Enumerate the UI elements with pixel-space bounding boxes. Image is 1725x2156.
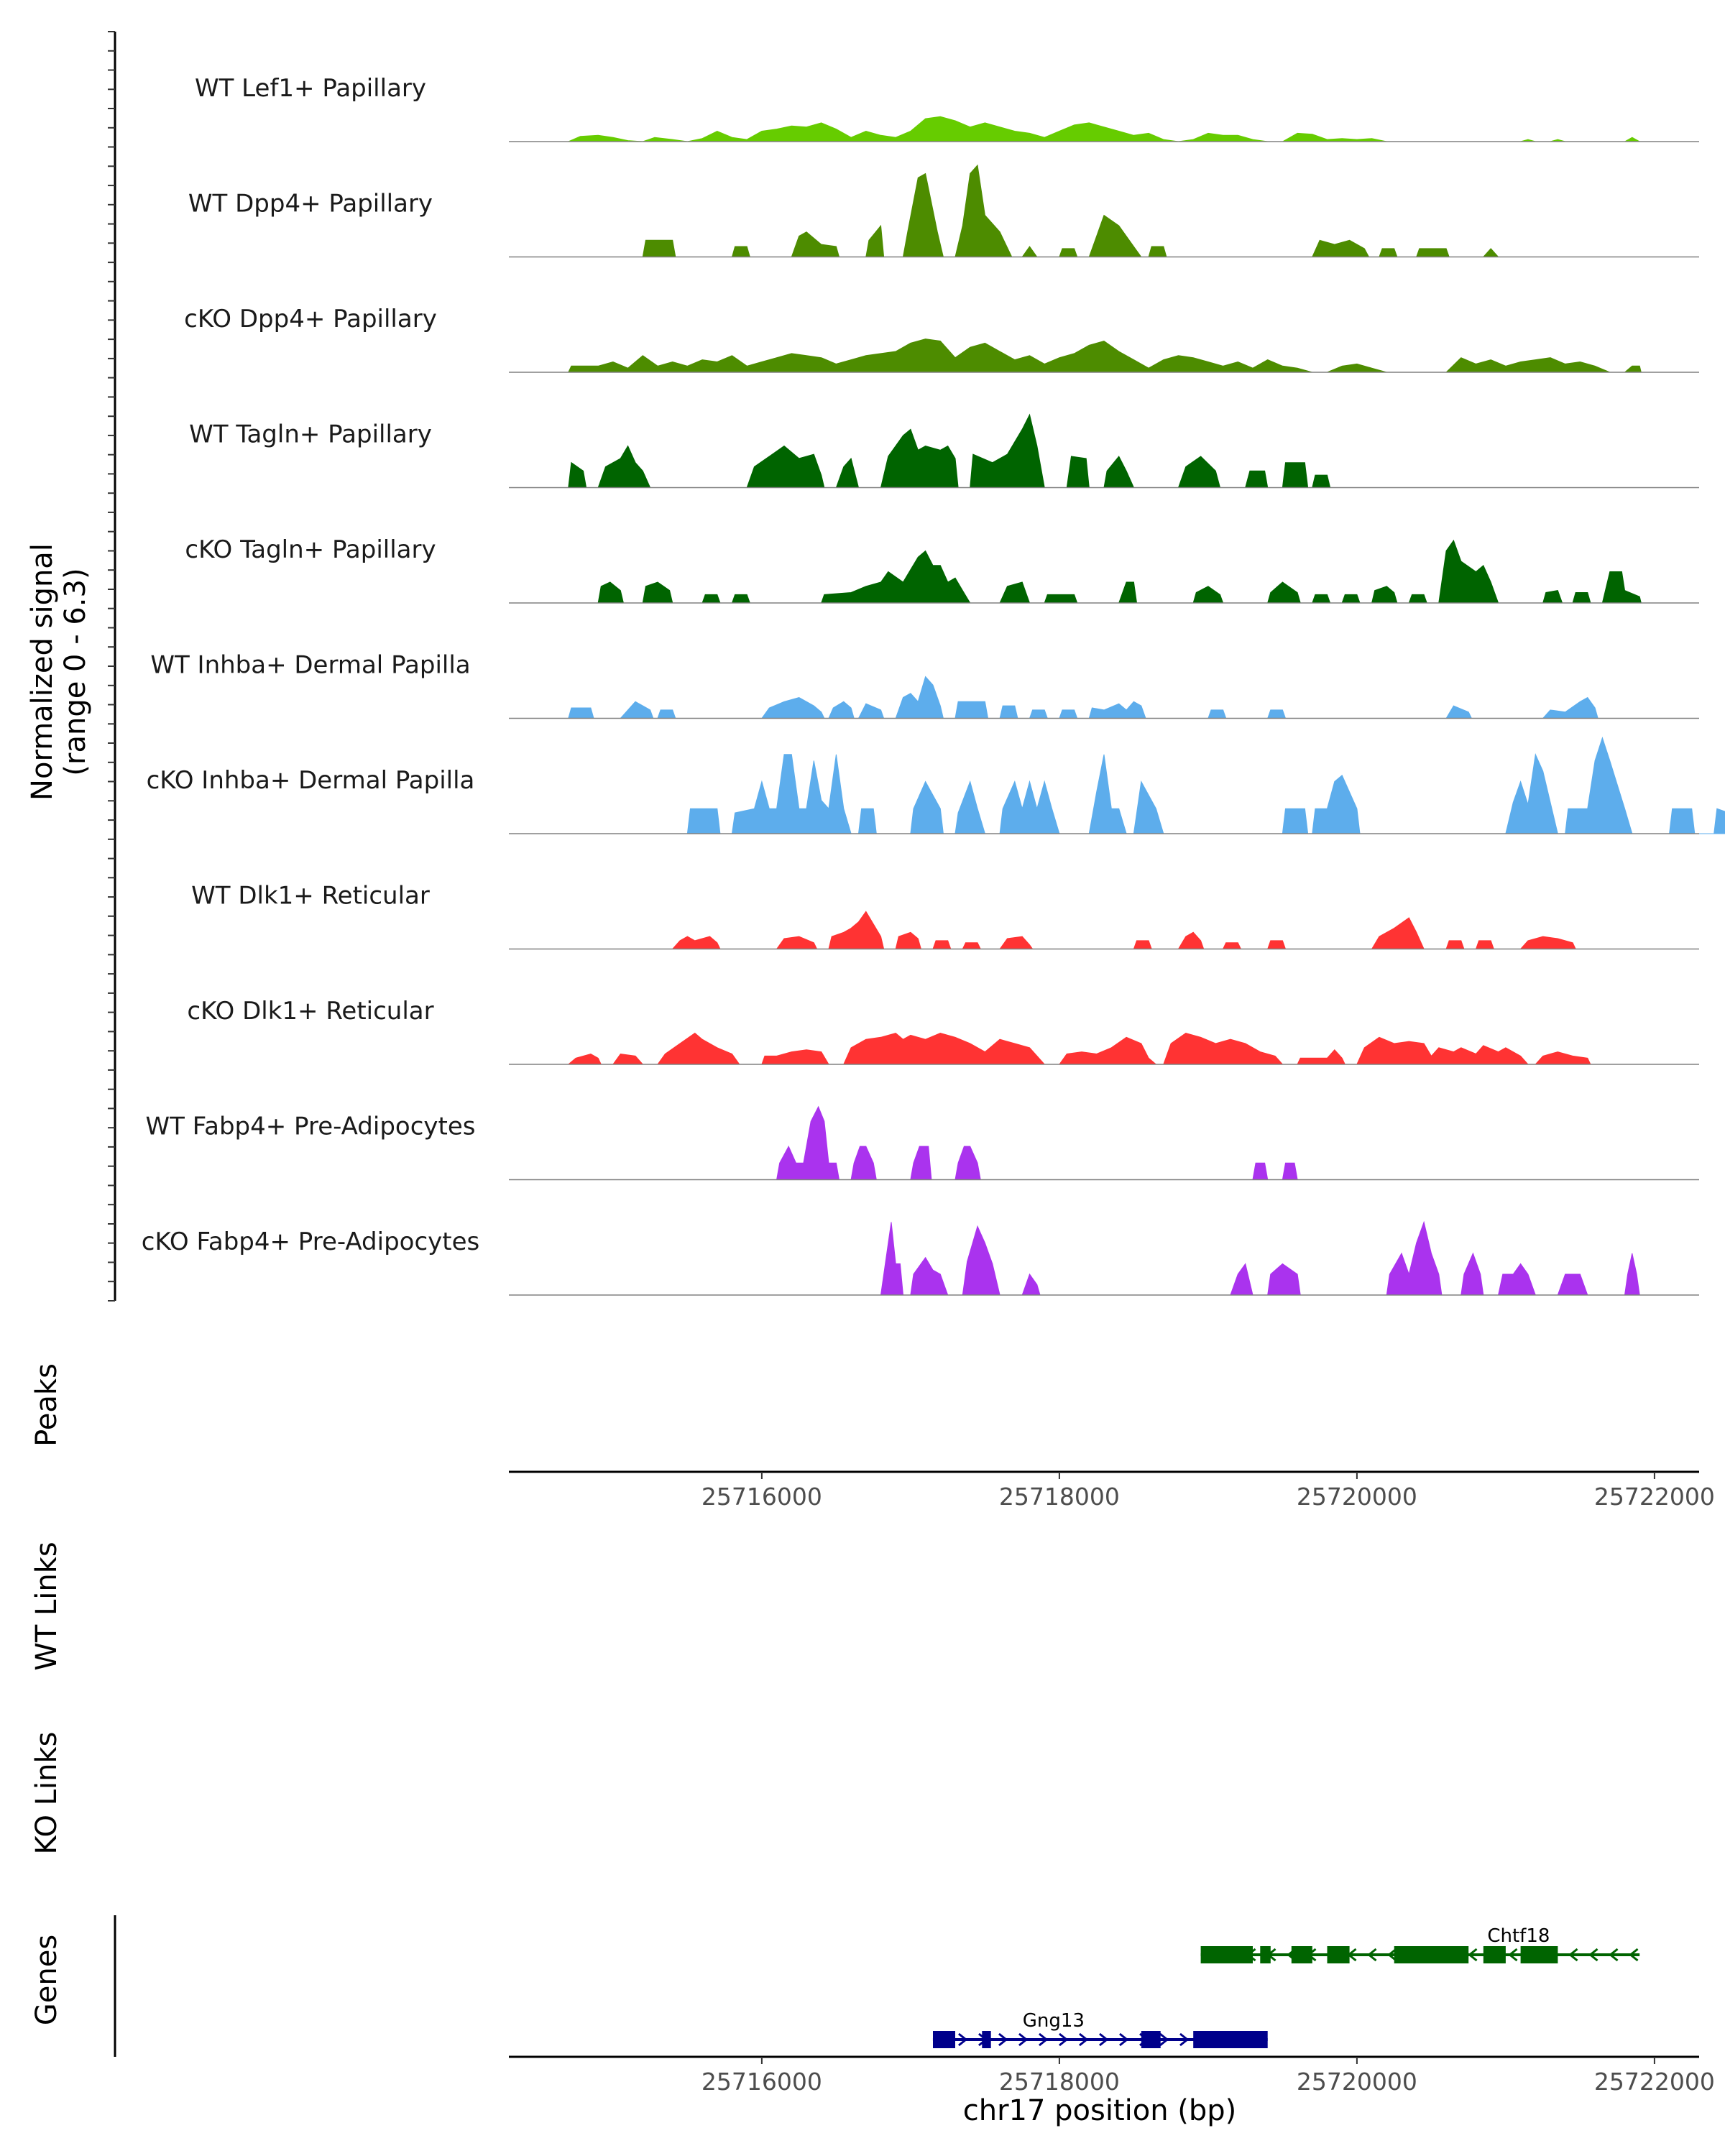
gene-exon-gng13 xyxy=(1141,2031,1161,2048)
gene-annotation: Chtf18 Gng13 xyxy=(932,1925,1640,2048)
gene-name-chtf18: Chtf18 xyxy=(1487,1925,1550,1947)
track-label-wt-dpp4-papillary: WT Dpp4+ Papillary xyxy=(188,190,433,218)
strand-arrow-chtf18 xyxy=(1387,1948,1397,1962)
strand-arrow-gng13 xyxy=(938,2032,948,2047)
coverage-area-cko-tagln-papillary xyxy=(597,539,1642,604)
strand-arrow-chtf18 xyxy=(1367,1948,1377,1962)
strand-arrow-gng13 xyxy=(1240,2032,1250,2047)
strand-arrow-chtf18 xyxy=(1246,1948,1256,1962)
track-label-wt-dlk1-reticular: WT Dlk1+ Reticular xyxy=(191,882,430,911)
wt-links-panel-label: WT Links xyxy=(30,1542,63,1670)
strand-arrow-chtf18 xyxy=(1407,1948,1417,1962)
y-axis-title-line2: (range 0 - 6.3) xyxy=(59,568,92,775)
strand-arrow-chtf18 xyxy=(1508,1948,1518,1962)
genes-x-tick-label: 25718000 xyxy=(999,2068,1120,2096)
coverage-area-wt-tagln-papillary xyxy=(568,413,1331,488)
gene-exon-chtf18 xyxy=(1394,1946,1469,1963)
strand-arrow-gng13 xyxy=(1018,2032,1029,2047)
genes-panel-label: Genes xyxy=(30,1935,63,2025)
gene-exon-chtf18 xyxy=(1260,1946,1271,1963)
gene-exon-chtf18 xyxy=(1327,1946,1350,1963)
coverage-area-cko-inhba-dermal-papilla xyxy=(686,736,1725,834)
coverage-area-wt-lef1-papillary xyxy=(568,116,1642,142)
ko-links-panel-label: KO Links xyxy=(30,1732,63,1855)
strand-arrow-chtf18 xyxy=(1488,1948,1498,1962)
strand-arrow-chtf18 xyxy=(1427,1948,1438,1962)
gene-exon-gng13 xyxy=(1193,2031,1268,2048)
coverage-area-cko-dlk1-reticular xyxy=(567,1032,1591,1065)
strand-arrow-chtf18 xyxy=(1287,1948,1297,1962)
track-label-wt-inhba-dermal-papilla: WT Inhba+ Dermal Papilla xyxy=(150,651,470,680)
axes: 25716000 25718000 25720000 25722000 25716000… xyxy=(108,31,1715,2096)
strand-arrow-gng13 xyxy=(1039,2032,1049,2047)
coverage-area-wt-dpp4-papillary xyxy=(642,164,1499,257)
peaks-x-tick-label: 25722000 xyxy=(1594,1483,1715,1511)
strand-arrow-gng13 xyxy=(1159,2032,1169,2047)
strand-arrow-gng13 xyxy=(1079,2032,1089,2047)
strand-arrow-chtf18 xyxy=(1266,1948,1276,1962)
strand-arrow-gng13 xyxy=(1099,2032,1109,2047)
strand-arrow-chtf18 xyxy=(1629,1948,1639,1962)
strand-arrow-gng13 xyxy=(1059,2032,1069,2047)
coverage-tracks: WT Lef1+ Papillary WT Dpp4+ Papillary cKO … xyxy=(142,74,1725,1296)
track-label-wt-lef1-papillary: WT Lef1+ Papillary xyxy=(195,74,426,103)
strand-arrow-gng13 xyxy=(1139,2032,1149,2047)
coverage-area-cko-fabp4-pre-adipocytes xyxy=(880,1220,1640,1296)
gene-name-gng13: Gng13 xyxy=(1023,2010,1085,2032)
strand-arrow-chtf18 xyxy=(1347,1948,1357,1962)
strand-arrow-gng13 xyxy=(1220,2032,1230,2047)
strand-arrow-chtf18 xyxy=(1609,1948,1619,1962)
strand-arrow-chtf18 xyxy=(1568,1948,1578,1962)
genes-x-tick-label: 25716000 xyxy=(702,2068,822,2096)
strand-arrow-chtf18 xyxy=(1528,1948,1538,1962)
track-label-wt-tagln-papillary: WT Tagln+ Papillary xyxy=(189,420,432,449)
strand-arrow-gng13 xyxy=(1179,2032,1190,2047)
peaks-x-tick-label: 25718000 xyxy=(999,1483,1120,1511)
track-label-cko-inhba-dermal-papilla: cKO Inhba+ Dermal Papilla xyxy=(147,766,475,795)
peaks-x-tick-label: 25716000 xyxy=(702,1483,822,1511)
gene-exon-gng13 xyxy=(933,2031,955,2048)
strand-arrow-chtf18 xyxy=(1468,1948,1478,1962)
gene-exon-chtf18 xyxy=(1483,1946,1506,1963)
peaks-x-tick-label: 25720000 xyxy=(1297,1483,1417,1511)
strand-arrow-gng13 xyxy=(1200,2032,1210,2047)
coverage-area-wt-inhba-dermal-papilla xyxy=(568,676,1598,719)
y-axis-title-line1: Normalized signal xyxy=(26,543,59,801)
track-label-cko-fabp4-pre-adipocytes: cKO Fabp4+ Pre-Adipocytes xyxy=(142,1227,480,1256)
strand-arrow-chtf18 xyxy=(1548,1948,1558,1962)
genes-x-tick-label: 25722000 xyxy=(1594,2068,1715,2096)
track-label-cko-tagln-papillary: cKO Tagln+ Papillary xyxy=(185,535,436,564)
strand-arrow-chtf18 xyxy=(1206,1948,1216,1962)
coverage-area-cko-dpp4-papillary xyxy=(568,338,1642,373)
strand-arrow-chtf18 xyxy=(1327,1948,1337,1962)
strand-arrow-chtf18 xyxy=(1588,1948,1598,1962)
coverage-area-wt-dlk1-reticular xyxy=(671,911,1576,949)
x-axis-title: chr17 position (bp) xyxy=(963,2094,1237,2127)
strand-arrow-chtf18 xyxy=(1226,1948,1236,1962)
track-label-cko-dpp4-papillary: cKO Dpp4+ Papillary xyxy=(184,305,437,333)
strand-arrow-chtf18 xyxy=(1448,1948,1458,1962)
gene-exon-chtf18 xyxy=(1520,1946,1558,1963)
track-label-cko-dlk1-reticular: cKO Dlk1+ Reticular xyxy=(187,997,433,1026)
strand-arrow-gng13 xyxy=(1119,2032,1129,2047)
coverage-area-wt-fabp4-pre-adipocytes xyxy=(776,1105,1298,1180)
strand-arrow-gng13 xyxy=(958,2032,968,2047)
track-label-wt-fabp4-pre-adipocytes: WT Fabp4+ Pre-Adipocytes xyxy=(146,1112,476,1141)
strand-arrow-gng13 xyxy=(998,2032,1008,2047)
strand-arrow-gng13 xyxy=(978,2032,988,2047)
strand-arrow-chtf18 xyxy=(1307,1948,1317,1962)
peaks-panel-label: Peaks xyxy=(30,1363,63,1447)
genes-x-tick-label: 25720000 xyxy=(1297,2068,1417,2096)
